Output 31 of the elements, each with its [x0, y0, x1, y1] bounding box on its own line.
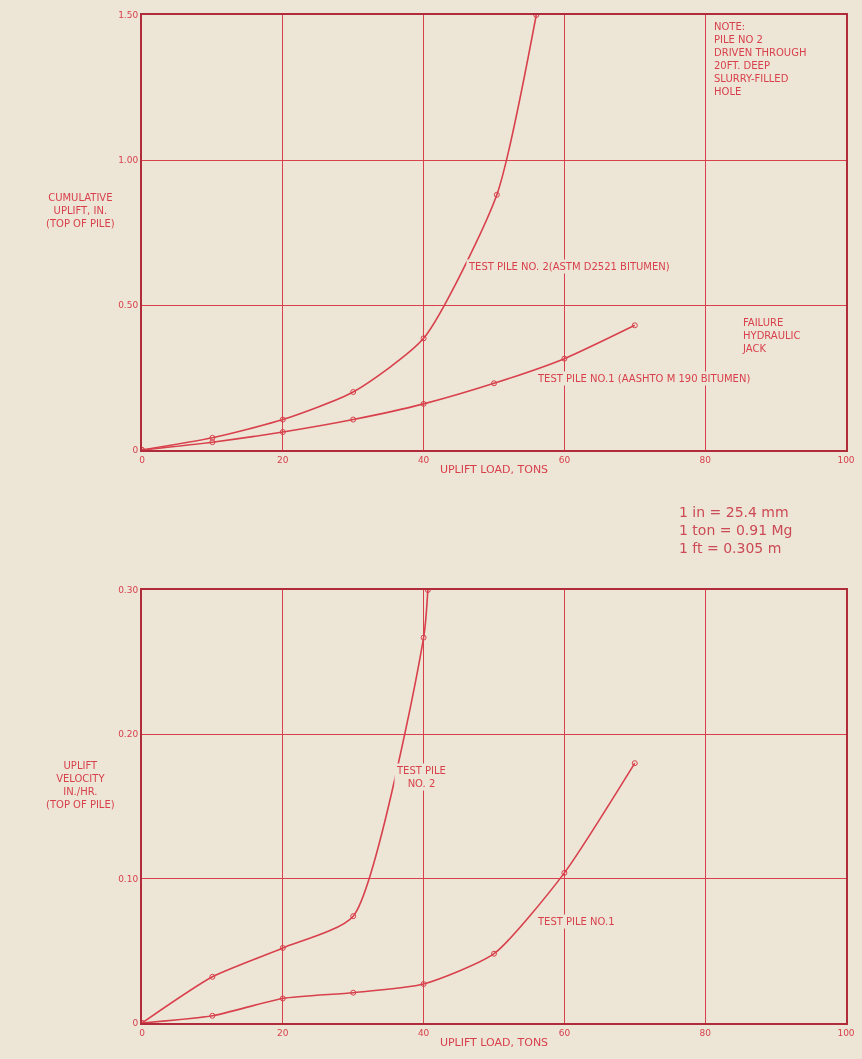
y-axis-title: UPLIFT VELOCITY IN./HR. (TOP OF PILE) [46, 760, 115, 810]
y-tick-label: 1.00 [118, 155, 139, 166]
y-tick-label: 0.30 [118, 585, 139, 596]
y-tick-label: 0 [132, 445, 139, 456]
x-tick-label: 60 [558, 454, 571, 465]
y-tick-label: 0.20 [118, 729, 139, 740]
x-axis-title: UPLIFT LOAD, TONS [439, 1036, 549, 1050]
x-tick-label: 20 [277, 454, 289, 465]
series-label: TEST PILE NO. 2(ASTM D2521 BITUMEN) [468, 261, 670, 272]
y-tick-label: 0.10 [118, 873, 139, 884]
x-tick-label: 80 [699, 1027, 712, 1038]
annotation: NOTE: PILE NO 2 DRIVEN THROUGH 20FT. DEEP SLURRY-FILLED HOLE [714, 21, 807, 97]
x-tick-label: 60 [558, 1027, 571, 1038]
x-tick-label: 40 [417, 1027, 430, 1038]
x-tick-label: 40 [417, 454, 430, 465]
annotation: FAILURE HYDRAULIC JACK [742, 317, 801, 354]
x-tick-label: 0 [139, 454, 146, 465]
x-tick-label: 100 [837, 1027, 855, 1038]
series-label: TEST PILE NO.1 (AASHTO M 190 BITUMEN) [537, 373, 751, 384]
y-axis-title: CUMULATIVE UPLIFT, IN. (TOP OF PILE) [46, 192, 115, 229]
series-label: TEST PILE NO. 2 [396, 765, 446, 789]
y-tick-label: 0.50 [118, 300, 139, 311]
x-tick-label: 0 [139, 1027, 146, 1038]
x-tick-label: 20 [277, 1027, 289, 1038]
series-label: TEST PILE NO.1 [537, 916, 615, 927]
x-tick-label: 80 [699, 454, 712, 465]
text: 1 in = 25.4 mm 1 ton = 0.91 Mg 1 ft = 0.305 m [679, 504, 793, 557]
y-tick-label: 1.50 [118, 10, 139, 21]
y-tick-label: 0 [132, 1018, 139, 1029]
x-axis-title: UPLIFT LOAD, TONS [439, 463, 549, 477]
x-tick-label: 100 [837, 454, 855, 465]
